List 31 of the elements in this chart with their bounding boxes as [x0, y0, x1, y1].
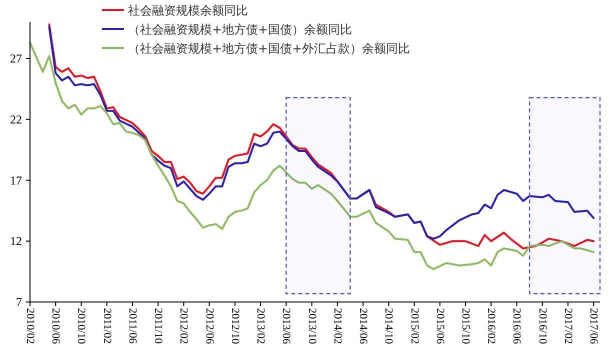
x-tick-label: 2013/06	[280, 308, 292, 345]
x-tick-label: 2016/10	[536, 308, 548, 345]
legend-label: （社会融资规模+地方债+国债）余额同比	[128, 22, 352, 36]
x-tick-label: 2014/06	[357, 308, 370, 345]
x-tick-label: 2010/10	[75, 308, 88, 345]
x-tick-label: 2013/02	[254, 308, 267, 344]
x-tick-label: 2014/10	[382, 308, 395, 345]
y-tick-label: 12	[10, 234, 22, 248]
x-tick-label: 2017/02	[562, 308, 574, 344]
x-tick-label: 2011/10	[152, 308, 164, 344]
x-tick-label: 2011/02	[100, 308, 113, 344]
y-tick-label: 22	[10, 112, 22, 126]
x-tick-label: 2016/02	[485, 308, 498, 344]
x-tick-label: 2016/06	[510, 308, 523, 345]
x-tick-label: 2012/06	[203, 308, 216, 345]
x-tick-label: 2011/06	[126, 308, 138, 344]
x-tick-label: 2010/06	[50, 308, 62, 345]
x-tick-label: 2012/02	[178, 308, 190, 344]
x-tick-label: 2015/06	[434, 308, 446, 345]
legend-label: （社会融资规模+地方债+国债+外汇占款）余额同比	[128, 42, 410, 56]
y-tick-label: 27	[10, 52, 22, 66]
x-tick-label: 2012/10	[228, 308, 241, 345]
legend-label: 社会融资规模余额同比	[128, 4, 248, 18]
x-tick-label: 2014/02	[331, 308, 344, 344]
x-tick-label: 2010/02	[24, 308, 36, 344]
x-tick-label: 2017/06	[588, 308, 600, 345]
x-tick-label: 2015/10	[460, 308, 472, 345]
y-tick-label: 17	[10, 173, 22, 188]
y-tick-label: 7	[16, 295, 22, 309]
x-tick-label: 2015/02	[408, 308, 420, 344]
x-tick-label: 2013/10	[306, 308, 318, 345]
